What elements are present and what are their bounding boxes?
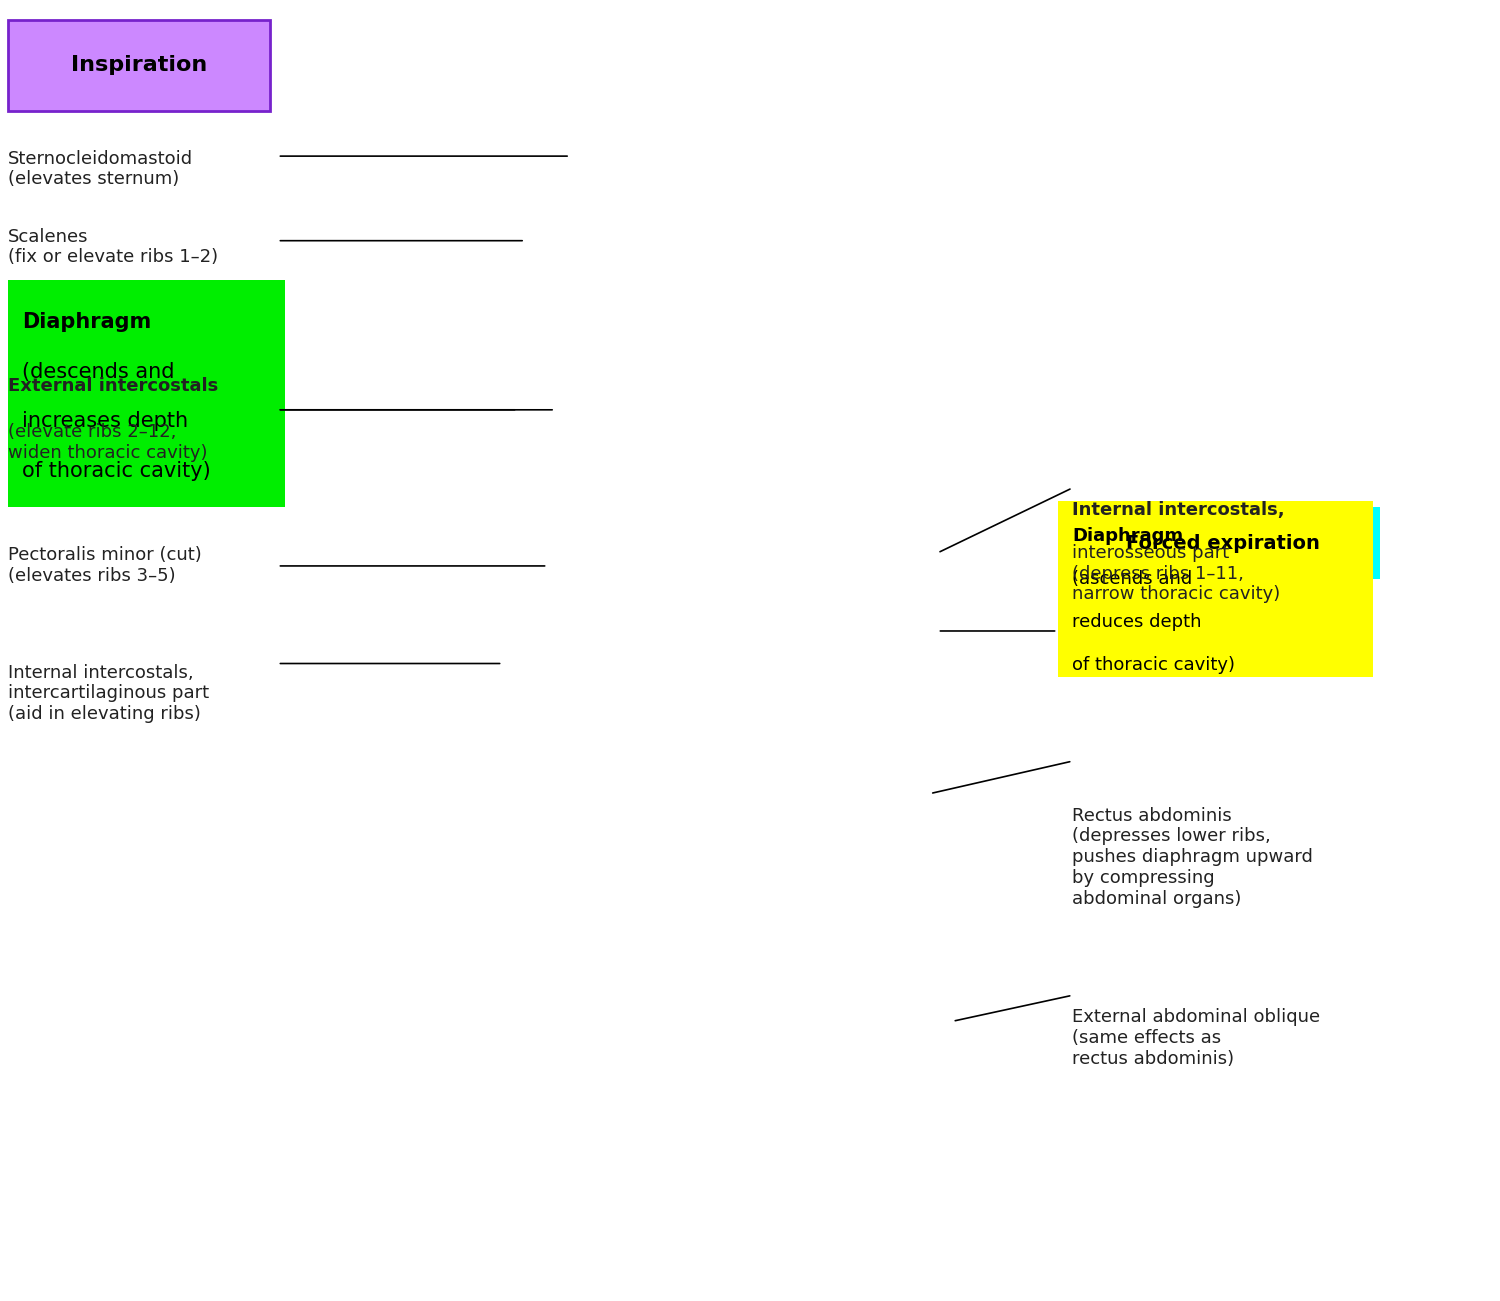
FancyBboxPatch shape bbox=[8, 280, 285, 507]
Text: External intercostals: External intercostals bbox=[8, 377, 217, 396]
FancyBboxPatch shape bbox=[1072, 518, 1372, 569]
Text: Inspiration: Inspiration bbox=[70, 55, 207, 75]
Text: Internal intercostals,: Internal intercostals, bbox=[1072, 501, 1286, 519]
Text: Pectoralis minor (cut)
(elevates ribs 3–5): Pectoralis minor (cut) (elevates ribs 3–… bbox=[8, 546, 201, 585]
FancyBboxPatch shape bbox=[1065, 507, 1380, 579]
Text: interosseous part
(depress ribs 1–11,
narrow thoracic cavity): interosseous part (depress ribs 1–11, na… bbox=[1072, 544, 1281, 604]
Text: Diaphragm: Diaphragm bbox=[22, 312, 152, 332]
Text: Internal intercostals,
intercartilaginous part
(aid in elevating ribs): Internal intercostals, intercartilaginou… bbox=[8, 664, 208, 723]
Text: Scalenes
(fix or elevate ribs 1–2): Scalenes (fix or elevate ribs 1–2) bbox=[8, 228, 217, 267]
Text: of thoracic cavity): of thoracic cavity) bbox=[1072, 656, 1236, 674]
Text: Diaphragm: Diaphragm bbox=[1072, 527, 1184, 545]
Text: (elevate ribs 2–12,
widen thoracic cavity): (elevate ribs 2–12, widen thoracic cavit… bbox=[8, 423, 207, 462]
Text: (ascends and: (ascends and bbox=[1072, 570, 1192, 588]
FancyBboxPatch shape bbox=[1058, 501, 1372, 677]
Text: External abdominal oblique
(same effects as
rectus abdominis): External abdominal oblique (same effects… bbox=[1072, 1008, 1320, 1068]
FancyBboxPatch shape bbox=[8, 20, 270, 111]
Text: Sternocleidomastoid
(elevates sternum): Sternocleidomastoid (elevates sternum) bbox=[8, 150, 192, 189]
Text: of thoracic cavity): of thoracic cavity) bbox=[22, 461, 212, 480]
Text: Rectus abdominis
(depresses lower ribs,
pushes diaphragm upward
by compressing
a: Rectus abdominis (depresses lower ribs, … bbox=[1072, 807, 1314, 908]
Text: increases depth: increases depth bbox=[22, 411, 189, 431]
Text: Forced expiration: Forced expiration bbox=[1125, 533, 1320, 553]
Text: reduces depth: reduces depth bbox=[1072, 613, 1202, 631]
Text: (descends and: (descends and bbox=[22, 362, 176, 381]
